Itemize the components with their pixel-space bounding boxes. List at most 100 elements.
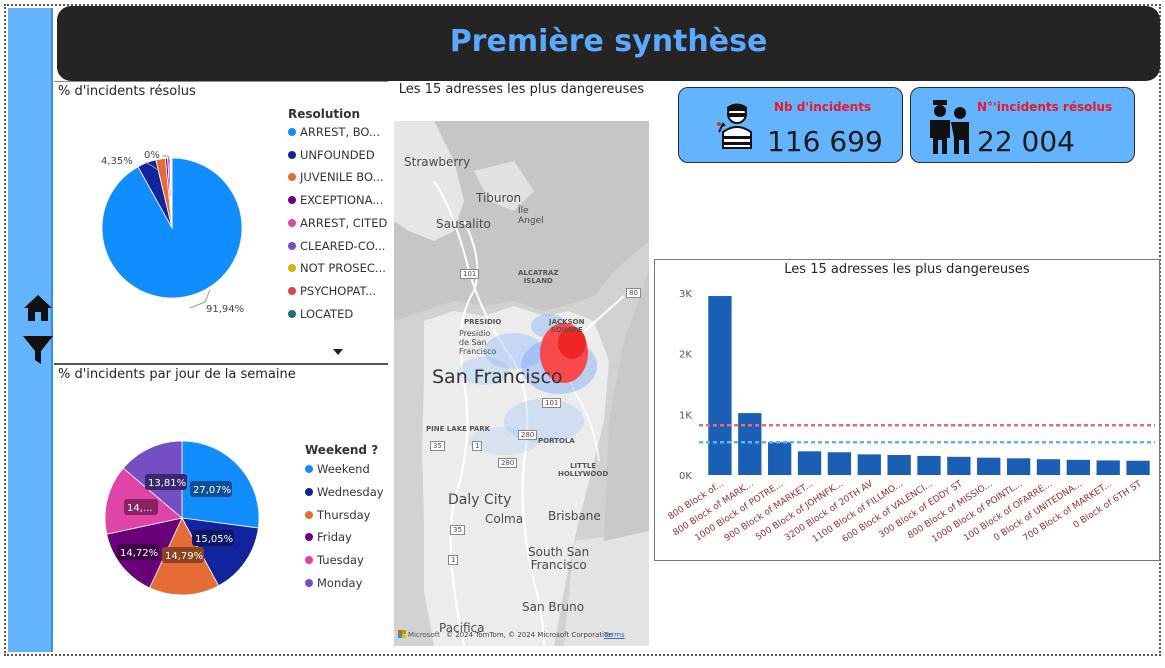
kpi-value-incidents: 116 699 [767,125,883,158]
map-label-strawberry: Strawberry [404,155,471,169]
kpi-card-resolved: N°'incidents résolus 22 004 [910,87,1135,163]
legend-label: Wednesday [317,484,384,499]
legend-label: Friday [317,530,352,545]
road-shield: 280 [518,430,538,440]
bar[interactable] [917,455,941,475]
kpi-card-incidents: Nb d'incidents 116 699 [678,87,903,163]
legend-label: NOT PROSEC... [300,261,386,276]
bar[interactable] [887,454,911,475]
page-title: Première synthèse [449,24,768,59]
legend-label: Monday [317,576,363,590]
legend-dot-icon [305,533,313,542]
legend-label: LOCATED [300,306,354,321]
navigation-rail [8,8,53,652]
bar[interactable] [977,457,1001,475]
kpi-label-resolved: N°'incidents résolus [977,100,1113,114]
weekday-legend-item[interactable]: Thursday [305,508,370,522]
map-title: Les 15 adresses les plus dangereuses [398,82,645,97]
legend-label: ARREST, CITED [300,215,388,230]
resolved-legend-item[interactable]: JUVENILE BO... [288,170,384,184]
bar[interactable] [738,413,762,475]
filter-icon[interactable] [22,334,54,366]
bar[interactable] [1096,460,1120,475]
kpi-label-incidents: Nb d'incidents [774,100,872,114]
divider [54,363,388,365]
legend-dot-icon [288,218,296,227]
legend-label: Thursday [317,507,371,522]
y-tick-label: 2K [679,350,692,361]
bar[interactable] [1036,459,1061,475]
weekday-legend-item[interactable]: Tuesday [305,553,364,567]
map-visual[interactable]: Strawberry Tiburon Sausalito Île Angel A… [394,121,649,646]
weekday-legend-item[interactable]: Weekend [305,462,370,476]
bar[interactable] [708,296,732,475]
resolved-legend-item[interactable]: EXCEPTIONA... [288,193,383,207]
road-shield: 1 [448,555,459,565]
resolved-legend-item[interactable]: NOT PROSEC... [288,261,386,275]
legend-dot-icon [305,487,313,496]
map-label-portola: PORTOLA [538,437,575,445]
road-shield: 1 [472,441,483,451]
bar[interactable] [1006,458,1031,475]
pie-label-second: 4,35% [101,156,133,167]
map-label-colma: Colma [485,512,524,526]
bar[interactable] [768,442,792,475]
pie-label-thursday: 14,79% [165,551,203,562]
microsoft-logo-icon [398,630,406,638]
road-shield: 280 [498,458,518,468]
weekday-legend-item[interactable]: Wednesday [305,485,384,499]
report-frame [4,4,1161,656]
legend-label: JUVENILE BO... [300,170,384,185]
map-label-ile-angel: Île Angel [518,206,544,226]
map-label-presidio: PRESIDIO [464,318,502,326]
bar[interactable] [1126,460,1150,475]
legend-label: ARREST, BO... [300,125,380,139]
map-label-jackson: JACKSON SQUARE [549,318,585,334]
map-label-pine-lake: PINE LAKE PARK [426,425,491,433]
map-brand: Microsoft [408,631,440,639]
legend-dot-icon [288,286,296,295]
map-base [394,121,649,646]
map-label-little-hollywood: LITTLE HOLLYWOOD [558,462,609,478]
title-bar: Première synthèse [57,6,1160,81]
map-label-tiburon: Tiburon [476,191,522,205]
resolved-legend-item[interactable]: UNFOUNDED [288,148,375,162]
map-label-san-francisco: San Francisco [432,366,563,388]
resolved-legend-item[interactable]: CLEARED-CO... [288,239,385,253]
pie-label-zero: 0% [144,150,160,161]
map-copyright: © 2024 TomTom, © 2024 Microsoft Corporat… [446,631,613,639]
legend-dot-icon [288,309,296,318]
resolved-pie-chart: 91,94% 4,35% 0% [101,150,244,315]
map-label-south-sf: South San Francisco [528,545,590,572]
burglar-icon [717,103,752,149]
bar[interactable] [1066,459,1090,475]
resolved-legend-item[interactable]: ARREST, BO... [288,125,380,139]
legend-label: EXCEPTIONA... [300,193,384,208]
road-shield: 101 [542,398,562,408]
kpi-value-resolved: 22 004 [977,125,1075,158]
road-shield: 35 [450,525,465,535]
bar[interactable] [827,452,852,475]
weekday-legend-item[interactable]: Monday [305,576,362,590]
resolved-legend-item[interactable]: PSYCHOPAT... [288,284,376,298]
bar-chart-panel: Les 15 adresses les plus dangereuses 0K 1… [654,259,1160,561]
weekday-pie-chart: 27,07% 15,05% 14,79% 14,72% 14,... 13,81… [104,440,260,596]
road-shield: 101 [460,269,480,279]
bar[interactable] [797,451,822,475]
bar[interactable] [947,456,971,475]
divider [54,81,388,82]
pie-label-wednesday: 15,05% [195,534,233,545]
legend-dot-icon [305,465,313,473]
y-tick-label: 0K [679,471,692,482]
resolved-legend-item[interactable]: ARREST, CITED [288,216,387,230]
chevron-down-icon[interactable] [332,348,344,356]
map-terms-link[interactable]: Terms [604,631,625,639]
resolved-legend-item[interactable]: LOCATED [288,307,353,321]
weekday-legend-item[interactable]: Friday [305,530,352,544]
resolved-chart-title: % d'incidents résolus [58,84,196,99]
home-icon[interactable] [22,292,54,324]
bar[interactable] [857,454,881,475]
legend-dot-icon [288,196,296,205]
legend-label: Tuesday [317,553,364,568]
